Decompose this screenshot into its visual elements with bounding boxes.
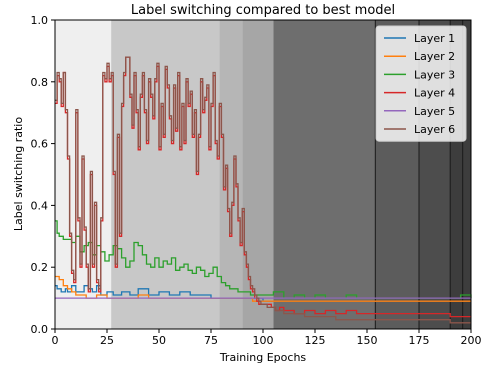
x-tick-label: 175 [409, 334, 430, 347]
y-tick-label: 1.0 [31, 14, 49, 27]
x-axis-ticks: 0 25 50 75 100 125 150 175 200 [52, 329, 482, 347]
legend-label-layer-3: Layer 3 [414, 68, 455, 81]
y-tick-label: 0.8 [31, 76, 49, 89]
legend-label-layer-1: Layer 1 [414, 32, 455, 45]
x-tick-label: 50 [152, 334, 166, 347]
x-tick-label: 100 [253, 334, 274, 347]
y-tick-label: 0.2 [31, 261, 49, 274]
x-tick-label: 125 [305, 334, 326, 347]
legend-label-layer-4: Layer 4 [414, 87, 455, 100]
legend-label-layer-6: Layer 6 [414, 123, 455, 136]
y-tick-label: 0.0 [31, 323, 49, 336]
y-axis-ticks: 0.0 0.2 0.4 0.6 0.8 1.0 [31, 14, 55, 336]
series-line-layer-4 [55, 56, 471, 318]
x-axis-label: Training Epochs [219, 351, 307, 364]
x-tick-label: 0 [52, 334, 59, 347]
y-axis-label: Label switching ratio [12, 117, 25, 231]
background-band-4 [242, 20, 274, 329]
background-band-5 [273, 20, 376, 329]
y-tick-label: 0.6 [31, 138, 49, 151]
y-tick-label: 0.4 [31, 199, 49, 212]
x-tick-label: 150 [357, 334, 378, 347]
legend-box [375, 25, 467, 142]
legend-label-layer-2: Layer 2 [414, 50, 455, 63]
x-tick-label: 200 [461, 334, 482, 347]
background-band-3 [219, 20, 243, 329]
background-band-1 [55, 20, 112, 329]
chart-title: Label switching compared to best model [131, 3, 395, 18]
legend-label-layer-5: Layer 5 [414, 105, 455, 118]
legend: Layer 1 Layer 2 Layer 3 Layer 4 Layer 5 Layer… [375, 25, 467, 142]
x-tick-label: 25 [100, 334, 114, 347]
series-line-layer-6 [55, 56, 471, 324]
series-layer [55, 56, 472, 324]
x-tick-label: 75 [204, 334, 218, 347]
